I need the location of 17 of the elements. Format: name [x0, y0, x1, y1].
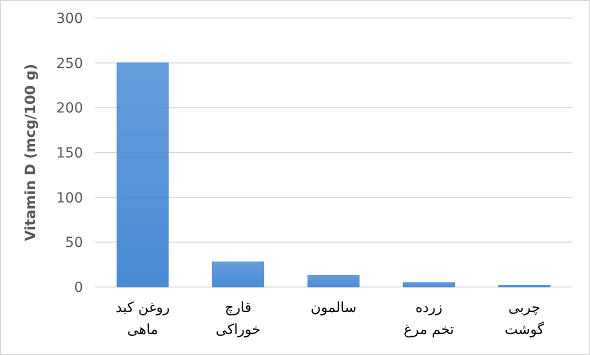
x-tick-label: قارچ خوراکی — [216, 300, 261, 338]
y-tick-label: 50 — [65, 235, 83, 252]
y-tick-label: 0 — [74, 280, 83, 296]
bar — [212, 262, 264, 288]
bar — [116, 62, 169, 288]
y-tick-label: 100 — [56, 190, 83, 206]
y-tick-label: 200 — [56, 100, 83, 117]
y-axis-title: Vitamin D (mcg/100 g) — [23, 64, 39, 242]
y-tick-label: 300 — [56, 11, 83, 27]
x-tick-label: زرده تخم مرغ — [404, 300, 454, 338]
bar — [307, 275, 360, 288]
x-tick-label: روغن کبد ماهی — [116, 300, 170, 338]
bar — [402, 282, 455, 288]
x-tick-label: چربی گوشت — [504, 300, 544, 338]
y-tick-label: 150 — [56, 146, 83, 162]
x-tick-label: سالمون — [310, 300, 356, 316]
y-tick-label: 250 — [56, 56, 83, 72]
